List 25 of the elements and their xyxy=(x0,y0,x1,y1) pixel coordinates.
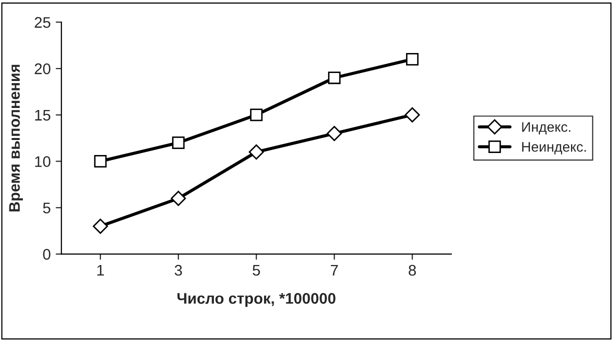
x-axis-title: Число строк, *100000 xyxy=(177,292,336,307)
y-tick-label: 25 xyxy=(34,17,50,28)
point xyxy=(326,126,342,142)
legend-label: Индекс. xyxy=(522,122,570,135)
x-tick-label: 7 xyxy=(330,265,338,276)
x-tick-label: 3 xyxy=(174,264,182,276)
y-tick-label: 5 xyxy=(43,202,50,214)
point xyxy=(404,107,420,122)
y-tick-label: 20 xyxy=(34,63,50,74)
point xyxy=(92,218,108,234)
y-tick-label: 0 xyxy=(43,248,50,260)
y-axis-title: Время выполнения xyxy=(9,64,23,212)
x-tick-label: 8 xyxy=(408,264,416,276)
y-tick-label: 10 xyxy=(35,156,50,167)
x-tick-label: 5 xyxy=(252,265,260,276)
point xyxy=(248,144,264,160)
x-tick-label: 1 xyxy=(97,265,104,276)
point xyxy=(94,155,107,168)
point xyxy=(250,108,263,122)
y-tick-label: 15 xyxy=(35,110,50,121)
point xyxy=(406,53,419,66)
point xyxy=(328,72,341,84)
point xyxy=(170,190,186,206)
point xyxy=(172,136,185,149)
legend-label: Неиндекс. xyxy=(522,142,586,154)
